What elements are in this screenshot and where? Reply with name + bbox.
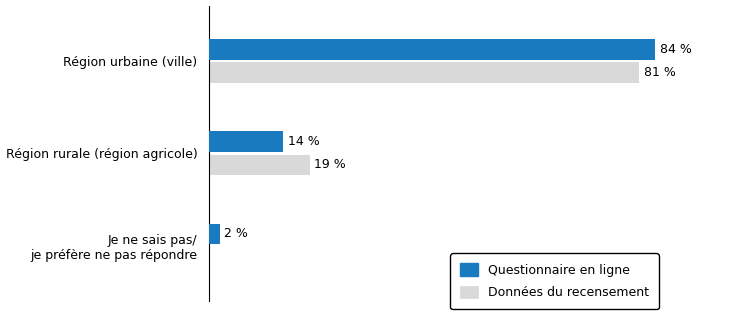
- Text: 19 %: 19 %: [314, 158, 346, 171]
- Text: 2 %: 2 %: [224, 227, 248, 240]
- Text: 14 %: 14 %: [288, 135, 319, 148]
- Bar: [209, 62, 639, 83]
- Legend: Questionnaire en ligne, Données du recensement: Questionnaire en ligne, Données du recen…: [451, 253, 659, 309]
- Bar: [209, 224, 220, 244]
- Text: 81 %: 81 %: [644, 66, 676, 79]
- Bar: [209, 39, 656, 60]
- Bar: [209, 131, 283, 152]
- Bar: [209, 154, 310, 175]
- Text: 84 %: 84 %: [659, 43, 692, 56]
